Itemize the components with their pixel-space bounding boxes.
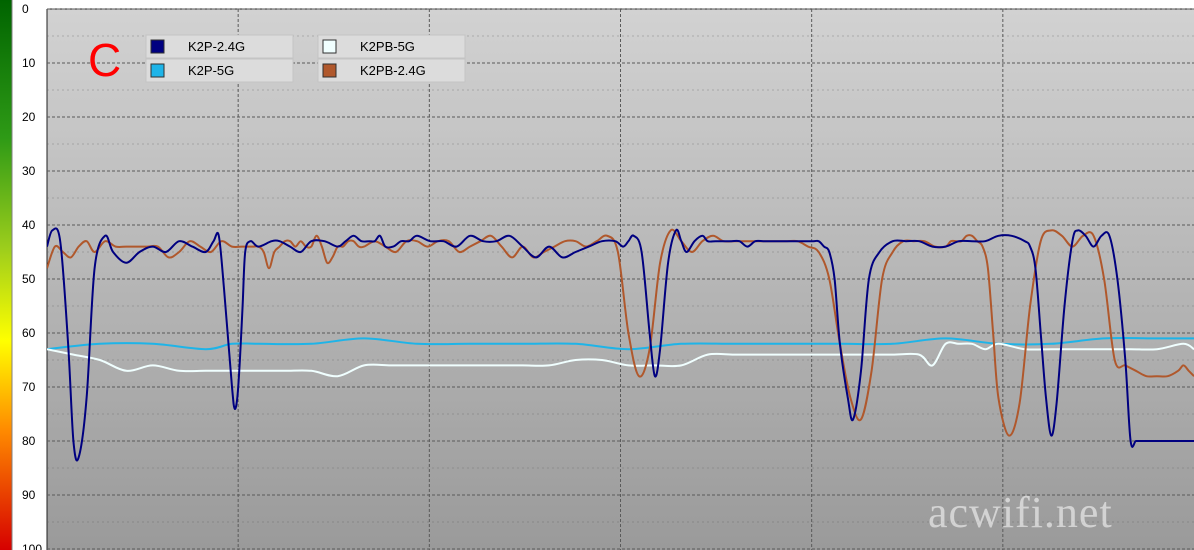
legend-label: K2PB-5G <box>360 39 415 54</box>
legend-entry: K2P-2.4G <box>145 34 294 59</box>
y-tick-label: 10 <box>22 56 36 70</box>
y-tick-label: 20 <box>22 110 36 124</box>
signal-color-scale <box>0 0 12 550</box>
legend-label: K2P-5G <box>188 63 234 78</box>
y-tick-label: 30 <box>22 164 36 178</box>
legend-swatch <box>150 39 165 54</box>
y-tick-label: 40 <box>22 218 36 232</box>
legend-label: K2PB-2.4G <box>360 63 426 78</box>
series-lines <box>47 227 1194 462</box>
gridlines <box>47 8 1194 550</box>
y-tick-label: 50 <box>22 272 36 286</box>
panel-letter: C <box>88 34 121 86</box>
legend: K2P-2.4G K2P-5G K2PB-5G K2PB-2.4G <box>145 34 466 83</box>
legend-entry: K2P-5G <box>145 58 294 83</box>
legend-label: K2P-2.4G <box>188 39 245 54</box>
legend-swatch <box>322 63 337 78</box>
y-tick-label: 0 <box>22 2 29 16</box>
y-tick-label: 70 <box>22 380 36 394</box>
y-tick-label: 100 <box>22 542 42 550</box>
legend-entry: K2PB-5G <box>317 34 466 59</box>
series-line-k2p-2-4g <box>47 227 1194 462</box>
legend-swatch <box>322 39 337 54</box>
y-tick-label: 80 <box>22 434 36 448</box>
series-line-k2pb-5g <box>47 341 1194 378</box>
y-tick-label: 90 <box>22 488 36 502</box>
legend-entry: K2PB-2.4G <box>317 58 466 83</box>
y-tick-label: 60 <box>22 326 36 340</box>
y-axis-ticks: 0 10 20 30 40 50 60 70 80 90 100 <box>22 2 42 550</box>
legend-swatch <box>150 63 165 78</box>
watermark: acwifi.net <box>928 488 1113 537</box>
